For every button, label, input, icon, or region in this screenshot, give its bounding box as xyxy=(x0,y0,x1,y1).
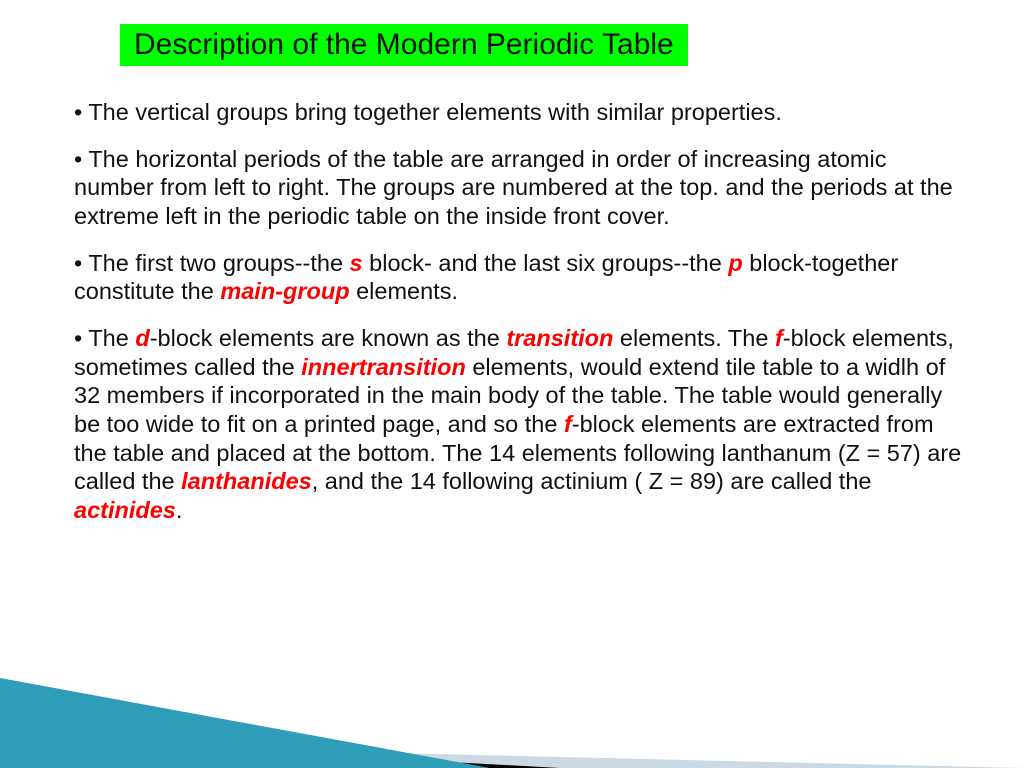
b3-t1: • The first two groups--the xyxy=(74,250,350,276)
b4-t7: , and the 14 following actinium ( Z = 89… xyxy=(312,468,872,494)
bullet-3: • The first two groups--the s block- and… xyxy=(74,249,964,306)
bullet-2: • The horizontal periods of the table ar… xyxy=(74,145,964,231)
b4-t3: elements. The xyxy=(613,325,775,351)
em-main-group: main-group xyxy=(220,278,349,304)
bullet-1: • The vertical groups bring together ele… xyxy=(74,98,964,127)
slide-title: Description of the Modern Periodic Table xyxy=(120,24,688,66)
corner-decoration xyxy=(0,648,1024,768)
em-innertransition: innertransition xyxy=(301,354,466,380)
bullet-2-text: • The horizontal periods of the table ar… xyxy=(74,146,953,229)
em-lanthanides: lanthanides xyxy=(181,468,312,494)
slide-body: • The vertical groups bring together ele… xyxy=(74,98,964,543)
decor-teal-wedge xyxy=(0,678,490,768)
b4-t2: -block elements are known as the xyxy=(150,325,507,351)
b3-t2: block- and the last six groups--the xyxy=(363,250,729,276)
em-p-block: p xyxy=(728,250,742,276)
b4-t8: . xyxy=(176,497,183,523)
em-f-block-2: f xyxy=(564,411,572,437)
em-actinides: actinides xyxy=(74,497,176,523)
em-s-block: s xyxy=(350,250,363,276)
b4-t1: • The xyxy=(74,325,135,351)
em-f-block-1: f xyxy=(775,325,783,351)
bullet-4: • The d-block elements are known as the … xyxy=(74,324,964,525)
em-d-block: d xyxy=(135,325,149,351)
em-transition: transition xyxy=(506,325,613,351)
slide-title-text: Description of the Modern Periodic Table xyxy=(134,28,674,61)
bullet-1-text: • The vertical groups bring together ele… xyxy=(74,99,782,125)
b3-t4: elements. xyxy=(350,278,458,304)
